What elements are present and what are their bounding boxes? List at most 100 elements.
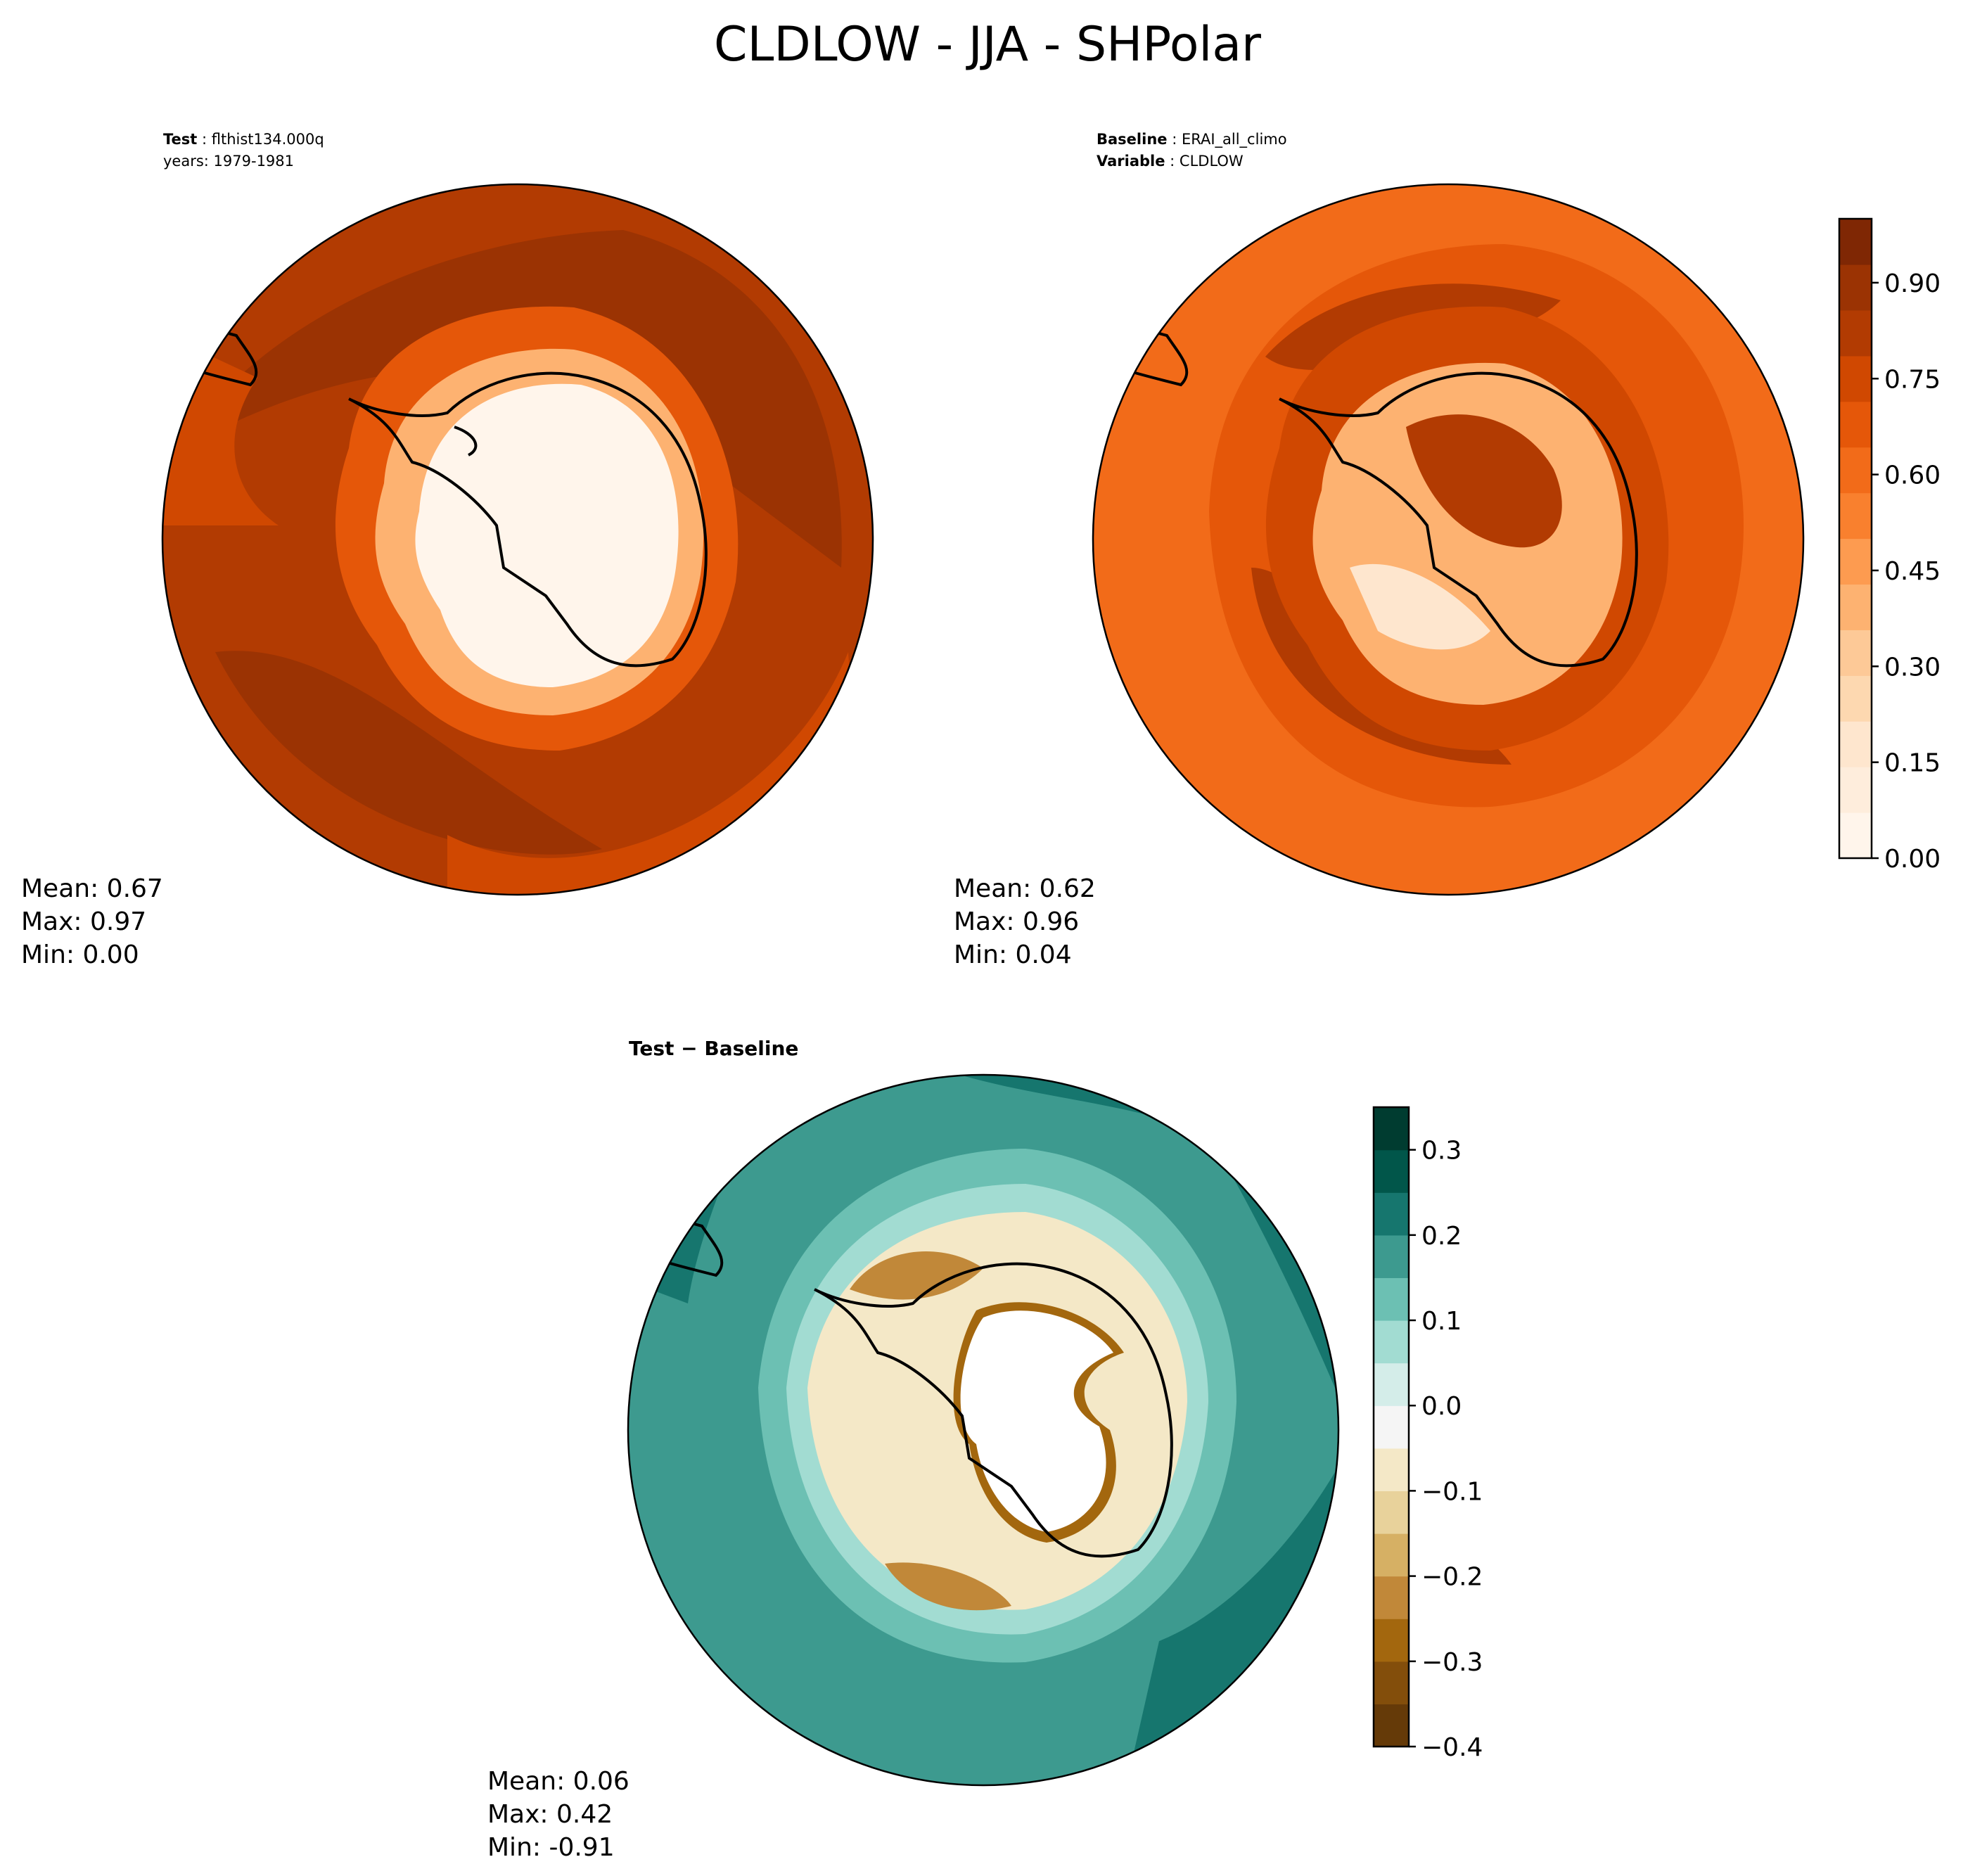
cb2-level-6 bbox=[1374, 1448, 1409, 1491]
test-panel: Test : flthist134.000q years: 1979-1981 bbox=[21, 131, 874, 969]
cb1-level-9 bbox=[1839, 401, 1872, 448]
cb1-tick-label-4: 0.60 bbox=[1884, 461, 1941, 490]
cb1-level-10 bbox=[1839, 355, 1872, 402]
cb1-tick-label-0: 0.00 bbox=[1884, 845, 1941, 874]
baseline-panel: Baseline : ERAI_all_climo Variable : CLD… bbox=[954, 131, 1805, 969]
cb2-tick-label-0: −0.4 bbox=[1421, 1733, 1483, 1762]
test-min: Min: 0.00 bbox=[21, 940, 139, 969]
test-map bbox=[161, 183, 874, 896]
cb2-tick-label-1: −0.3 bbox=[1421, 1648, 1483, 1677]
colorbar-cloud-fraction-fill bbox=[1839, 219, 1872, 859]
baseline-map bbox=[1092, 183, 1805, 896]
cb1-level-11 bbox=[1839, 310, 1872, 357]
cb2-level-2 bbox=[1374, 1619, 1409, 1662]
test-field-edge-light bbox=[162, 209, 217, 328]
cb2-tick-label-2: −0.2 bbox=[1421, 1563, 1483, 1592]
cb1-tick-label-6: 0.90 bbox=[1884, 269, 1941, 298]
cb1-level-13 bbox=[1839, 219, 1872, 265]
diff-title: Test − Baseline bbox=[629, 1037, 798, 1060]
cb2-level-9 bbox=[1374, 1320, 1409, 1364]
variable-name: CLDLOW bbox=[1180, 153, 1244, 170]
colorbar-difference-fill bbox=[1374, 1107, 1409, 1747]
cb2-level-0 bbox=[1374, 1704, 1409, 1747]
baseline-map-boundary bbox=[1092, 183, 1805, 896]
cb1-tick-label-3: 0.45 bbox=[1884, 557, 1941, 586]
cb2-level-12 bbox=[1374, 1192, 1409, 1236]
test-stats: Mean: 0.67 Max: 0.97 Min: 0.00 bbox=[21, 874, 163, 969]
cb1-tick-label-2: 0.30 bbox=[1884, 653, 1941, 682]
test-map-boundary bbox=[161, 183, 874, 896]
colorbar-cloud-fraction-frame bbox=[1838, 217, 1873, 860]
colorbar-difference-frame bbox=[1372, 1106, 1410, 1748]
diff-map-boundary bbox=[627, 1073, 1340, 1787]
test-max: Max: 0.97 bbox=[21, 907, 146, 936]
baseline-field-interior-light bbox=[1350, 563, 1490, 650]
figure-title: CLDLOW - JJA - SHPolar bbox=[714, 17, 1261, 72]
diff-map bbox=[627, 1073, 1340, 1787]
cb2-level-3 bbox=[1374, 1576, 1409, 1619]
cb1-level-1 bbox=[1839, 767, 1872, 813]
colorbar-cloud-fraction: 0.00 0.15 0.30 0.45 0.60 0.75 0.90 bbox=[1838, 217, 1941, 874]
baseline-mean: Mean: 0.62 bbox=[954, 874, 1096, 903]
cb1-level-3 bbox=[1839, 675, 1872, 722]
baseline-field-interior-dark bbox=[1406, 414, 1562, 548]
baseline-name: ERAI_all_climo bbox=[1182, 131, 1287, 148]
baseline-antarctica-coastline bbox=[1279, 371, 1638, 668]
cb1-level-4 bbox=[1839, 630, 1872, 676]
test-antarctica-coastline bbox=[348, 371, 708, 668]
svg-text:Variable : CLDLOW: Variable : CLDLOW bbox=[1097, 153, 1244, 170]
variable-label: Variable bbox=[1097, 153, 1165, 170]
cb2-level-4 bbox=[1374, 1533, 1409, 1577]
cb1-level-2 bbox=[1839, 721, 1872, 767]
test-sep: : bbox=[197, 131, 211, 148]
cb2-tick-label-4: 0.0 bbox=[1421, 1392, 1462, 1421]
cb1-level-7 bbox=[1839, 492, 1872, 540]
cb2-level-10 bbox=[1374, 1277, 1409, 1321]
test-label: Test bbox=[163, 131, 197, 148]
cb1-tick-label-5: 0.75 bbox=[1884, 365, 1941, 394]
colorbar-cloud-fraction-ticks: 0.00 0.15 0.30 0.45 0.60 0.75 0.90 bbox=[1872, 269, 1941, 874]
test-years: years: 1979-1981 bbox=[163, 153, 294, 170]
cb2-level-7 bbox=[1374, 1405, 1409, 1449]
diff-antarctica-coastline bbox=[814, 1262, 1173, 1558]
baseline-sep: : bbox=[1168, 131, 1182, 148]
svg-text:Baseline : ERAI_all_climo: Baseline : ERAI_all_climo bbox=[1097, 131, 1287, 148]
cb2-level-13 bbox=[1374, 1149, 1409, 1193]
diff-field-dry-north bbox=[850, 1251, 983, 1300]
test-field-ice-sheet bbox=[415, 383, 679, 687]
cb1-level-0 bbox=[1839, 812, 1872, 859]
diff-panel: Test − Baseline Mean: 0.06 Max: bbox=[487, 1037, 1340, 1862]
test-name: flthist134.000q bbox=[212, 131, 324, 148]
diff-stats: Mean: 0.06 Max: 0.42 Min: -0.91 bbox=[487, 1767, 629, 1862]
cb1-tick-label-1: 0.15 bbox=[1884, 749, 1941, 778]
svg-text:Test : flthist134.000q: Test : flthist134.000q bbox=[163, 131, 324, 148]
diff-mean: Mean: 0.06 bbox=[487, 1767, 629, 1796]
cb1-level-5 bbox=[1839, 584, 1872, 630]
cb2-level-11 bbox=[1374, 1234, 1409, 1278]
cb1-level-8 bbox=[1839, 447, 1872, 494]
colorbar-difference: −0.4 −0.3 −0.2 −0.1 0.0 0.1 0.2 0.3 bbox=[1372, 1106, 1483, 1762]
cb2-level-14 bbox=[1374, 1107, 1409, 1151]
baseline-max: Max: 0.96 bbox=[954, 907, 1079, 936]
diff-min: Min: -0.91 bbox=[487, 1833, 615, 1862]
diff-max: Max: 0.42 bbox=[487, 1800, 613, 1829]
cb2-tick-label-6: 0.2 bbox=[1421, 1222, 1462, 1251]
baseline-min: Min: 0.04 bbox=[954, 940, 1072, 969]
test-mean: Mean: 0.67 bbox=[21, 874, 163, 903]
cb2-tick-label-7: 0.3 bbox=[1421, 1137, 1462, 1166]
variable-sep: : bbox=[1165, 153, 1179, 170]
cb1-level-6 bbox=[1839, 538, 1872, 585]
baseline-stats: Mean: 0.62 Max: 0.96 Min: 0.04 bbox=[954, 874, 1096, 969]
test-field-dark-band-2 bbox=[215, 651, 602, 855]
colorbar-difference-ticks: −0.4 −0.3 −0.2 −0.1 0.0 0.1 0.2 0.3 bbox=[1409, 1137, 1483, 1762]
cb2-level-1 bbox=[1374, 1661, 1409, 1704]
cb2-tick-label-5: 0.1 bbox=[1421, 1307, 1462, 1336]
test-island-coastline bbox=[454, 426, 478, 457]
test-field-dark-band bbox=[173, 230, 842, 568]
cb2-tick-label-3: −0.1 bbox=[1421, 1477, 1483, 1506]
diff-field-dry-south bbox=[885, 1562, 1011, 1611]
cb1-level-12 bbox=[1839, 264, 1872, 311]
baseline-label: Baseline bbox=[1097, 131, 1168, 148]
cb2-level-8 bbox=[1374, 1363, 1409, 1406]
